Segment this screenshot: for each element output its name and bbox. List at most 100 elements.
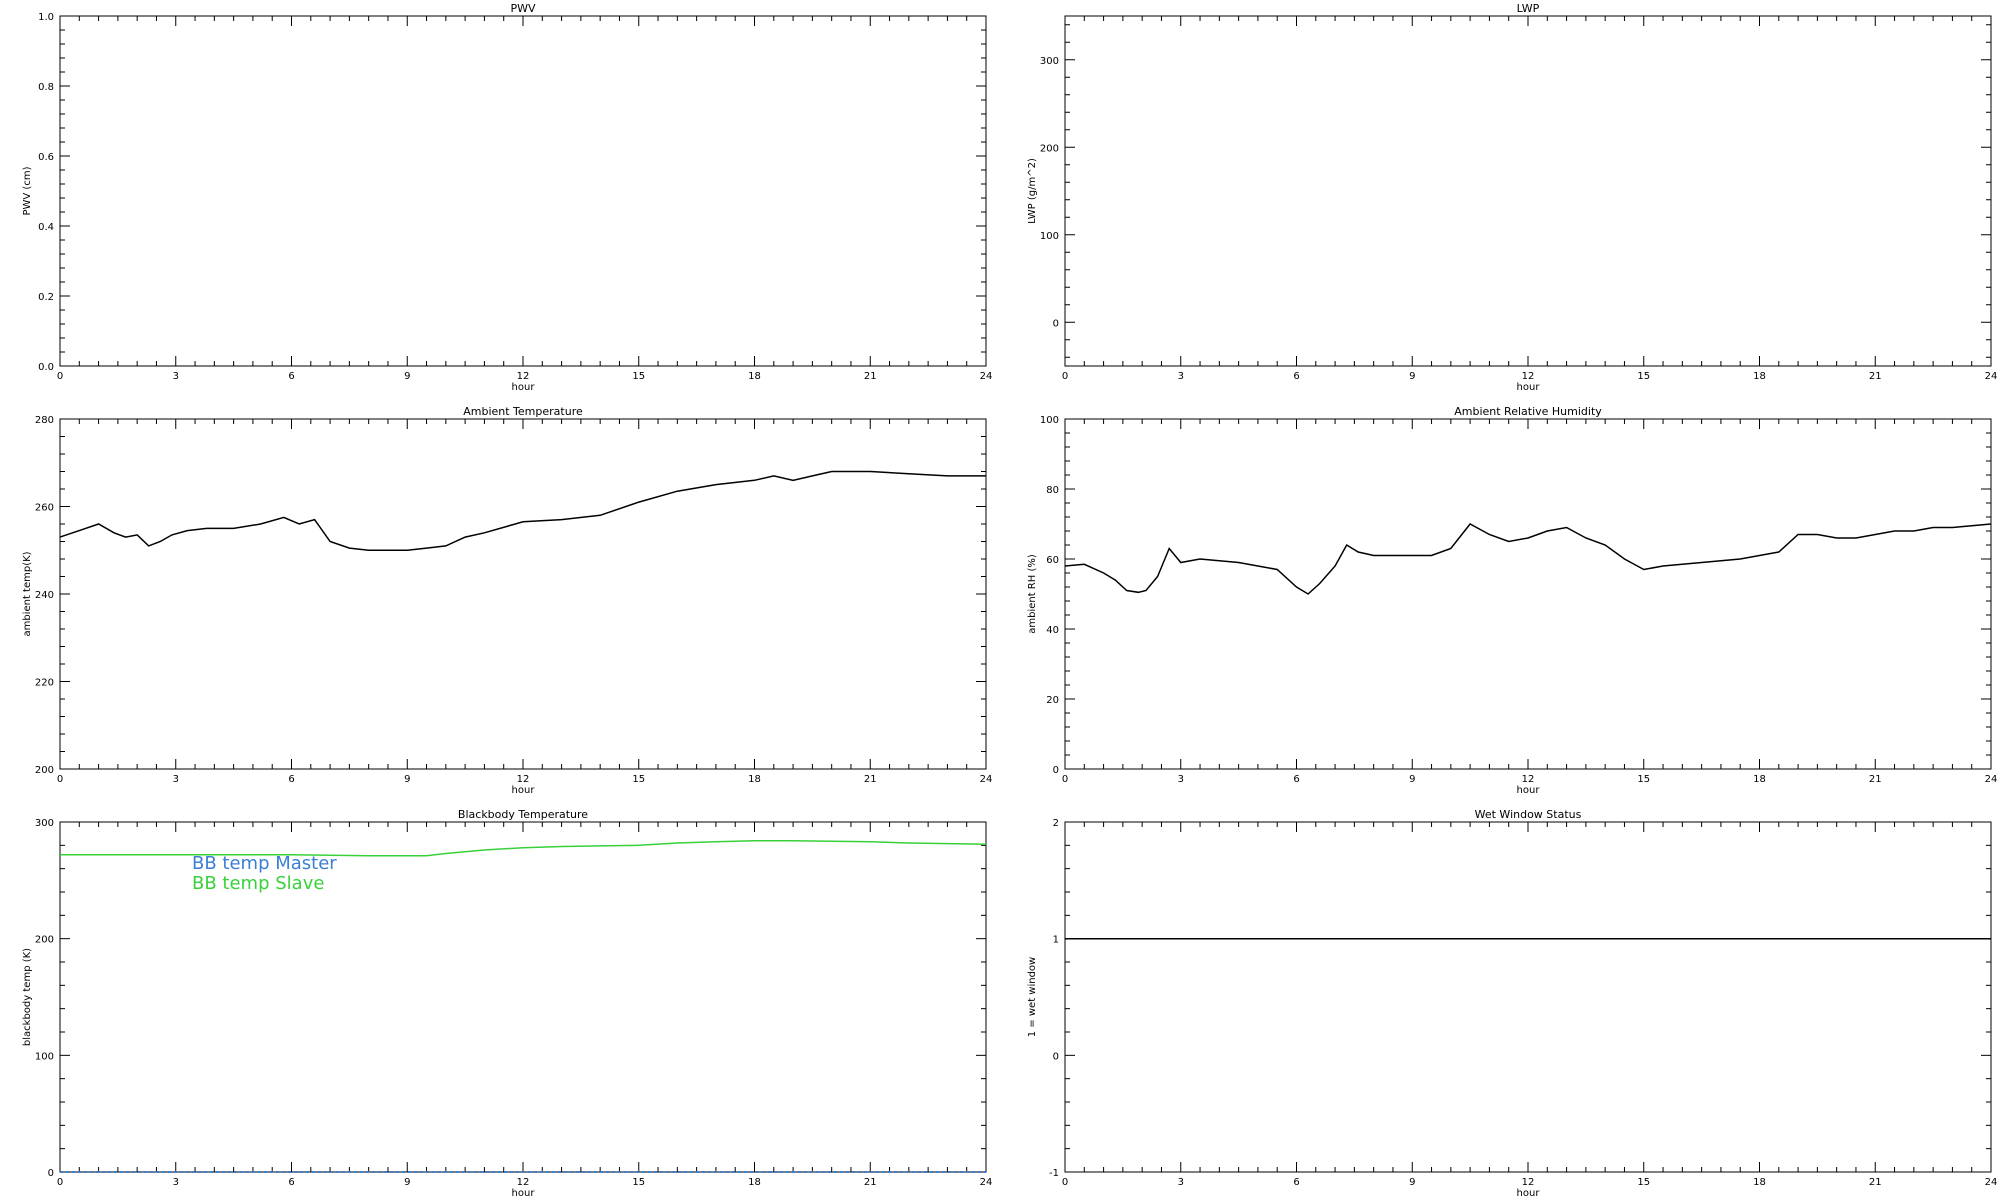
x-tick-label: 18 <box>1753 774 1766 785</box>
x-tick-label: 15 <box>632 1177 645 1188</box>
x-tick-label: 6 <box>1293 774 1299 785</box>
x-tick-label: 3 <box>173 774 179 785</box>
y-tick-label: 2 <box>1053 818 1059 829</box>
x-tick-label: 21 <box>1869 1177 1882 1188</box>
x-axis-label: hour <box>512 1188 536 1199</box>
x-tick-label: 3 <box>1178 1177 1184 1188</box>
y-tick-label: 0.2 <box>38 292 54 303</box>
x-tick-label: 12 <box>1522 371 1535 382</box>
x-tick-label: 9 <box>1409 774 1415 785</box>
x-tick-label: 0 <box>57 1177 63 1188</box>
y-tick-label: 200 <box>1040 143 1059 154</box>
x-tick-label: 6 <box>288 371 294 382</box>
chart-title: Wet Window Status <box>1475 808 1582 821</box>
x-axis-label: hour <box>1517 382 1541 393</box>
y-tick-label: 300 <box>35 818 54 829</box>
chart-panel-2: LWP 0 3 6 9 12 15 18 21 24 hour 0 100 200 300 LWP (g/m^… <box>1027 2 1997 393</box>
x-tick-label: 9 <box>1409 371 1415 382</box>
chart-title: Ambient Relative Humidity <box>1454 405 1602 418</box>
x-tick-label: 6 <box>288 1177 294 1188</box>
y-tick-label: 220 <box>35 678 54 689</box>
x-axis-label: hour <box>1517 785 1541 796</box>
x-tick-label: 21 <box>864 371 877 382</box>
x-tick-label: 24 <box>980 774 993 785</box>
x-tick-label: 9 <box>404 1177 410 1188</box>
y-tick-label: 80 <box>1046 485 1059 496</box>
x-tick-label: 9 <box>404 371 410 382</box>
y-tick-label: 280 <box>35 415 54 426</box>
y-tick-label: 200 <box>35 935 54 946</box>
x-tick-label: 15 <box>1637 371 1650 382</box>
chart-panel-3: Ambient Temperature 0 3 6 9 12 15 18 21 24 hour 200… <box>22 405 992 796</box>
x-tick-label: 12 <box>517 774 530 785</box>
x-tick-label: 12 <box>517 1177 530 1188</box>
y-tick-label: 60 <box>1046 555 1059 566</box>
x-tick-label: 0 <box>57 774 63 785</box>
x-tick-label: 15 <box>632 774 645 785</box>
plot-frame <box>1064 821 1992 1173</box>
x-tick-label: 18 <box>748 774 761 785</box>
y-tick-label: 1.0 <box>38 12 54 23</box>
y-tick-label: 100 <box>35 1051 54 1062</box>
x-tick-label: 24 <box>980 371 993 382</box>
x-tick-label: 0 <box>1062 1177 1068 1188</box>
y-tick-label: 240 <box>35 590 54 601</box>
y-tick-label: 0 <box>1053 1051 1059 1062</box>
x-tick-label: 3 <box>1178 774 1184 785</box>
x-tick-label: 3 <box>173 1177 179 1188</box>
chart-title: LWP <box>1517 2 1540 15</box>
chart-title: PWV <box>510 2 536 15</box>
x-tick-label: 18 <box>1753 1177 1766 1188</box>
x-tick-label: 21 <box>864 1177 877 1188</box>
y-axis-label: PWV (cm) <box>22 166 33 215</box>
y-axis-label: 1 = wet window <box>1027 957 1038 1037</box>
y-tick-label: 0.6 <box>38 152 54 163</box>
y-tick-label: 0 <box>1053 765 1059 776</box>
y-tick-label: 0 <box>1053 318 1059 329</box>
y-tick-label: 0.4 <box>38 222 54 233</box>
y-tick-label: 0.8 <box>38 82 54 93</box>
x-tick-label: 21 <box>1869 371 1882 382</box>
chart-panel-4: Ambient Relative Humidity 0 3 6 9 12 15 18 21 24 h… <box>1027 405 1997 796</box>
x-axis-label: hour <box>1517 1188 1541 1199</box>
y-tick-label: 100 <box>1040 415 1059 426</box>
chart-title: Blackbody Temperature <box>458 808 588 821</box>
y-axis-label: blackbody temp (K) <box>22 948 33 1046</box>
y-tick-label: 0.0 <box>38 362 54 373</box>
x-tick-label: 18 <box>1753 371 1766 382</box>
x-tick-label: 3 <box>1178 371 1184 382</box>
y-tick-label: 1 <box>1053 935 1059 946</box>
x-tick-label: 12 <box>1522 1177 1535 1188</box>
y-tick-label: 0 <box>48 1168 54 1179</box>
plot-frame <box>59 15 987 367</box>
x-tick-label: 12 <box>517 371 530 382</box>
x-tick-label: 9 <box>1409 1177 1415 1188</box>
series-line-1 <box>59 470 986 552</box>
x-axis-label: hour <box>512 382 536 393</box>
plot-frame <box>1064 15 1992 367</box>
chart-title: Ambient Temperature <box>463 405 583 418</box>
y-axis-label: LWP (g/m^2) <box>1027 158 1038 224</box>
y-tick-label: 100 <box>1040 231 1059 242</box>
x-tick-label: 0 <box>57 371 63 382</box>
chart-panel-5: Blackbody Temperature 0 3 6 9 12 15 18 21 24 hour 0… <box>22 808 992 1199</box>
x-axis-label: hour <box>512 785 536 796</box>
x-tick-label: 3 <box>173 371 179 382</box>
y-tick-label: 260 <box>35 503 54 514</box>
y-tick-label: 40 <box>1046 625 1059 636</box>
x-tick-label: 24 <box>1985 1177 1998 1188</box>
x-tick-label: 0 <box>1062 371 1068 382</box>
x-tick-label: 15 <box>632 371 645 382</box>
x-tick-label: 24 <box>1985 774 1998 785</box>
y-tick-label: -1 <box>1049 1168 1059 1179</box>
x-tick-label: 6 <box>288 774 294 785</box>
x-tick-label: 12 <box>1522 774 1535 785</box>
series-line-2 <box>60 839 987 857</box>
y-tick-label: 200 <box>35 765 54 776</box>
y-tick-label: 300 <box>1040 56 1059 67</box>
x-tick-label: 6 <box>1293 1177 1299 1188</box>
x-tick-label: 6 <box>1293 371 1299 382</box>
chart-panel-1: PWV 0 3 6 9 12 15 18 21 24 hour 0.0 0.2 0.4 0.6 0.8 1.0 P… <box>22 2 992 393</box>
